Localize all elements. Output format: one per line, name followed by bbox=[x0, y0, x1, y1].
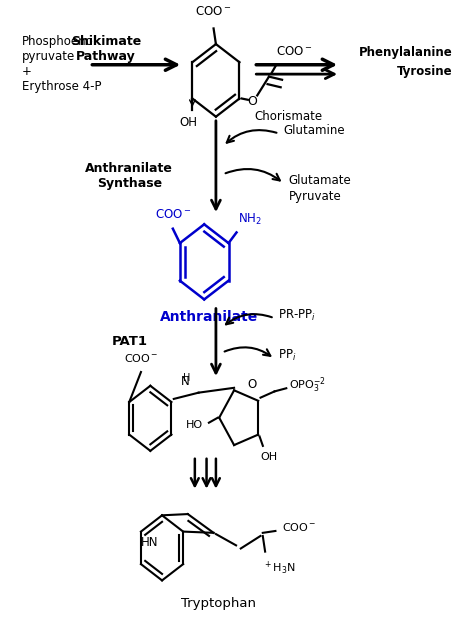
Text: H: H bbox=[183, 373, 191, 383]
Text: Chorismate: Chorismate bbox=[255, 110, 323, 123]
Text: OH: OH bbox=[261, 452, 278, 462]
Text: $^+$H$_3$N: $^+$H$_3$N bbox=[263, 560, 296, 577]
Text: O: O bbox=[247, 378, 256, 391]
Text: OPO$_3^{-2}$: OPO$_3^{-2}$ bbox=[289, 375, 326, 395]
Text: Shikimate: Shikimate bbox=[71, 34, 141, 48]
Text: Phosphoenol: Phosphoenol bbox=[21, 34, 97, 48]
Text: NH$_2$: NH$_2$ bbox=[238, 212, 262, 227]
Text: Phenylalanine: Phenylalanine bbox=[359, 46, 453, 59]
Text: OH: OH bbox=[180, 116, 198, 129]
Text: COO$^-$: COO$^-$ bbox=[124, 352, 158, 364]
Text: COO$^-$: COO$^-$ bbox=[282, 520, 316, 533]
Text: Glutamine: Glutamine bbox=[284, 124, 346, 137]
Text: Pathway: Pathway bbox=[76, 50, 136, 62]
Text: +: + bbox=[21, 65, 31, 78]
Text: Tryptophan: Tryptophan bbox=[181, 597, 256, 610]
Text: PR-PP$_i$: PR-PP$_i$ bbox=[278, 308, 316, 322]
Text: Synthase: Synthase bbox=[97, 177, 162, 190]
Text: Glutamate: Glutamate bbox=[289, 174, 351, 187]
Text: Anthranilate: Anthranilate bbox=[85, 162, 173, 175]
Text: Tyrosine: Tyrosine bbox=[397, 65, 453, 78]
Text: pyruvate: pyruvate bbox=[21, 50, 75, 62]
Text: Anthranilate: Anthranilate bbox=[160, 310, 258, 324]
Text: HN: HN bbox=[141, 536, 158, 548]
Text: PAT1: PAT1 bbox=[111, 335, 147, 348]
Text: COO$^-$: COO$^-$ bbox=[155, 208, 191, 220]
Text: PP$_i$: PP$_i$ bbox=[278, 348, 297, 363]
Text: HO: HO bbox=[186, 420, 203, 430]
Text: COO$^-$: COO$^-$ bbox=[276, 45, 312, 58]
Text: Erythrose 4-P: Erythrose 4-P bbox=[21, 80, 101, 93]
Text: N: N bbox=[181, 375, 190, 389]
Text: COO$^-$: COO$^-$ bbox=[195, 5, 232, 18]
Text: Pyruvate: Pyruvate bbox=[289, 190, 341, 203]
Text: O: O bbox=[247, 95, 257, 108]
